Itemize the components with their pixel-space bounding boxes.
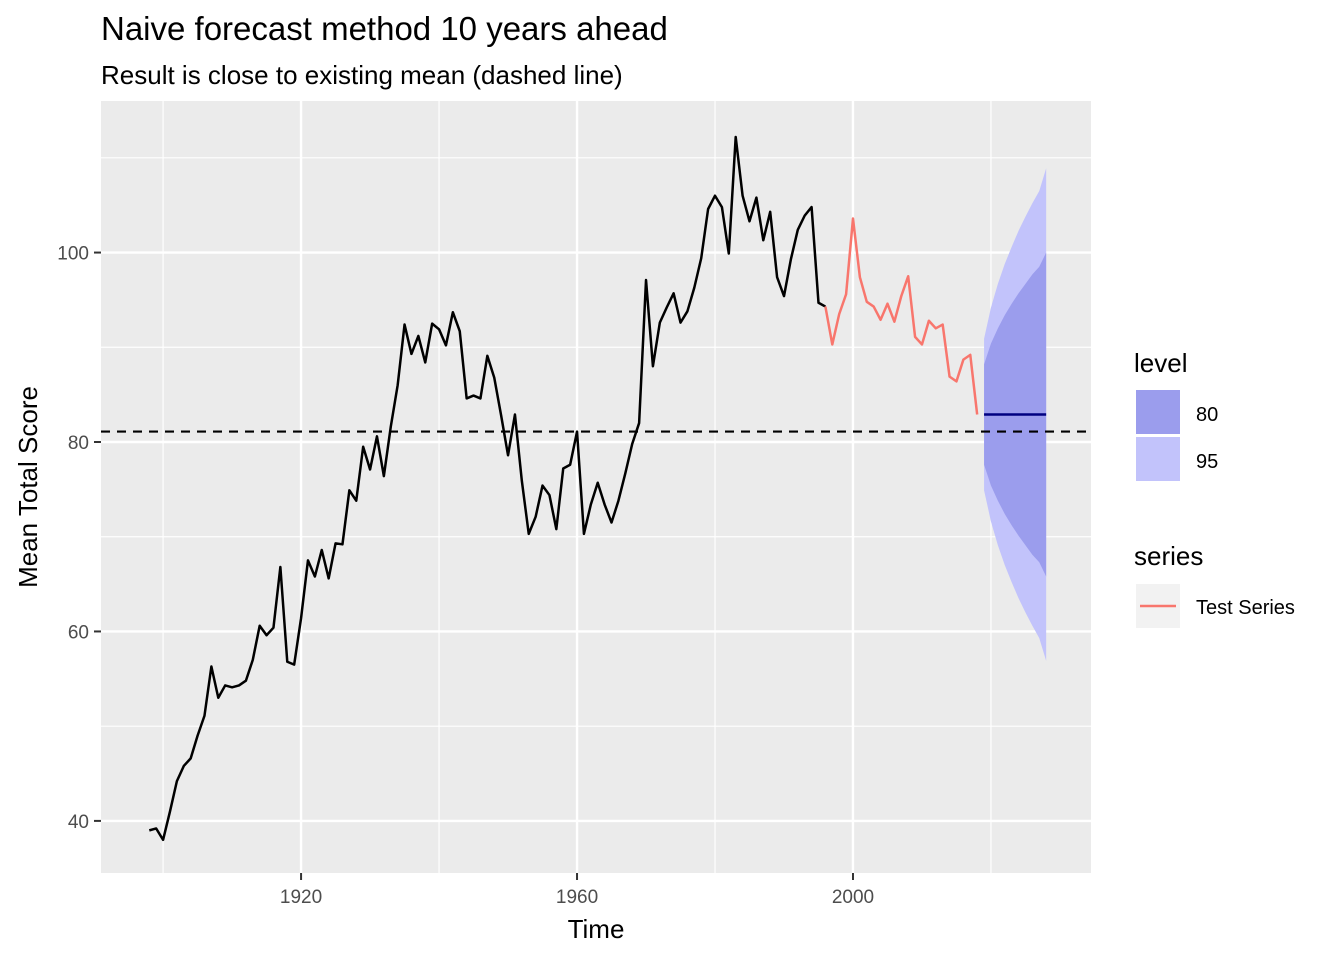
y-axis-title: Mean Total Score [13, 386, 43, 588]
legend-series-title: series [1134, 541, 1203, 571]
x-tick-label: 1920 [280, 887, 322, 908]
y-tick-label: 80 [68, 433, 89, 454]
legend: level 80 95 series Test Series [1134, 348, 1295, 628]
y-tick-label: 40 [68, 812, 89, 833]
test-series-line [824, 217, 979, 415]
axes: 1920 1960 2000 40 60 80 100 [57, 244, 874, 908]
legend-label-80: 80 [1196, 404, 1218, 426]
x-tick-label: 1960 [556, 887, 598, 908]
legend-level-title: level [1134, 348, 1187, 378]
minor-gridlines [101, 101, 1091, 873]
legend-label-95: 95 [1196, 451, 1218, 473]
x-tick-label: 2000 [832, 887, 874, 908]
series-lines [148, 135, 1047, 842]
x-axis-title: Time [568, 914, 625, 944]
historical-series-line [148, 135, 826, 842]
y-tick-label: 60 [68, 622, 89, 643]
chart-subtitle: Result is close to existing mean (dashed… [101, 60, 623, 90]
legend-label-test-series: Test Series [1196, 597, 1295, 619]
chart-title: Naive forecast method 10 years ahead [101, 10, 668, 47]
legend-key-95 [1136, 437, 1180, 481]
legend-key-80 [1136, 390, 1180, 434]
y-tick-label: 100 [57, 244, 89, 265]
